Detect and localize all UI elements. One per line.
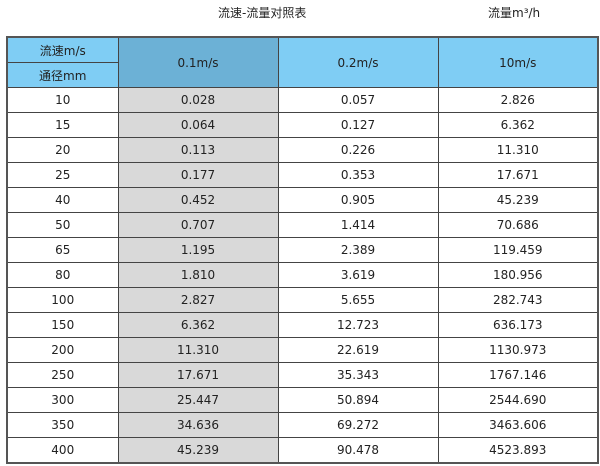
- flow-cell: 0.353: [277, 162, 439, 188]
- flow-cell: 35.343: [277, 362, 439, 388]
- table-row: 200 11.310 22.619 1130.973: [6, 337, 599, 363]
- flow-cell: 0.707: [117, 212, 279, 238]
- table-row: 25 0.177 0.353 17.671: [6, 162, 599, 188]
- flow-cell: 0.177: [117, 162, 279, 188]
- diameter-cell: 20: [6, 137, 119, 163]
- table-row: 15 0.064 0.127 6.362: [6, 112, 599, 138]
- table-title: 流速-流量对照表: [218, 6, 307, 20]
- diameter-cell: 40: [6, 187, 119, 213]
- diameter-cell: 80: [6, 262, 119, 288]
- table-row: 40 0.452 0.905 45.239: [6, 187, 599, 213]
- flow-cell: 70.686: [437, 212, 599, 238]
- flow-cell: 0.905: [277, 187, 439, 213]
- diameter-cell: 15: [6, 112, 119, 138]
- flow-cell: 2.827: [117, 287, 279, 313]
- diameter-cell: 200: [6, 337, 119, 363]
- flow-cell: 1.195: [117, 237, 279, 263]
- flow-cell: 0.113: [117, 137, 279, 163]
- table-row: 400 45.239 90.478 4523.893: [6, 437, 599, 464]
- flow-cell: 3.619: [277, 262, 439, 288]
- flow-cell: 2544.690: [437, 387, 599, 413]
- flow-cell: 6.362: [117, 312, 279, 338]
- column-header: 0.1m/s: [117, 36, 279, 88]
- diameter-cell: 350: [6, 412, 119, 438]
- flow-cell: 2.389: [277, 237, 439, 263]
- diameter-header: 通径mm: [6, 62, 119, 88]
- table-row: 350 34.636 69.272 3463.606: [6, 412, 599, 438]
- column-header: 10m/s: [437, 36, 599, 88]
- flow-cell: 6.362: [437, 112, 599, 138]
- flow-cell: 17.671: [117, 362, 279, 388]
- diameter-cell: 150: [6, 312, 119, 338]
- table-row: 20 0.113 0.226 11.310: [6, 137, 599, 163]
- flow-cell: 11.310: [117, 337, 279, 363]
- flow-table: 流速m/s 0.1m/s 0.2m/s 10m/s 通径mm 10 0.028 0.…: [6, 36, 599, 464]
- flow-cell: 0.057: [277, 87, 439, 113]
- flow-cell: 34.636: [117, 412, 279, 438]
- flow-cell: 0.452: [117, 187, 279, 213]
- flow-cell: 69.272: [277, 412, 439, 438]
- unit-label: 流量m³/h: [488, 6, 541, 20]
- diameter-cell: 10: [6, 87, 119, 113]
- flow-cell: 4523.893: [437, 437, 599, 464]
- diameter-cell: 250: [6, 362, 119, 388]
- flow-cell: 45.239: [437, 187, 599, 213]
- flow-cell: 1767.146: [437, 362, 599, 388]
- flow-cell: 1.810: [117, 262, 279, 288]
- flow-cell: 0.028: [117, 87, 279, 113]
- table-row: 100 2.827 5.655 282.743: [6, 287, 599, 313]
- flow-cell: 11.310: [437, 137, 599, 163]
- diameter-cell: 100: [6, 287, 119, 313]
- flow-cell: 25.447: [117, 387, 279, 413]
- table-body: 10 0.028 0.057 2.826 15 0.064 0.127 6.362 20 0.11…: [6, 87, 599, 464]
- velocity-header: 流速m/s: [6, 36, 119, 63]
- table-row: 10 0.028 0.057 2.826: [6, 87, 599, 113]
- table-row: 80 1.810 3.619 180.956: [6, 262, 599, 288]
- flow-cell: 0.064: [117, 112, 279, 138]
- column-header: 0.2m/s: [277, 36, 439, 88]
- diameter-cell: 50: [6, 212, 119, 238]
- flow-cell: 282.743: [437, 287, 599, 313]
- flow-cell: 1.414: [277, 212, 439, 238]
- flow-cell: 636.173: [437, 312, 599, 338]
- diameter-cell: 300: [6, 387, 119, 413]
- flow-cell: 5.655: [277, 287, 439, 313]
- flow-cell: 12.723: [277, 312, 439, 338]
- flow-cell: 50.894: [277, 387, 439, 413]
- flow-cell: 2.826: [437, 87, 599, 113]
- flow-cell: 22.619: [277, 337, 439, 363]
- flow-cell: 180.956: [437, 262, 599, 288]
- table-row: 300 25.447 50.894 2544.690: [6, 387, 599, 413]
- table-row: 150 6.362 12.723 636.173: [6, 312, 599, 338]
- table-row: 65 1.195 2.389 119.459: [6, 237, 599, 263]
- diameter-cell: 400: [6, 437, 119, 464]
- flow-cell: 119.459: [437, 237, 599, 263]
- flow-cell: 17.671: [437, 162, 599, 188]
- flow-cell: 1130.973: [437, 337, 599, 363]
- flow-cell: 0.127: [277, 112, 439, 138]
- flow-cell: 3463.606: [437, 412, 599, 438]
- diameter-cell: 25: [6, 162, 119, 188]
- diameter-cell: 65: [6, 237, 119, 263]
- flow-cell: 0.226: [277, 137, 439, 163]
- flow-cell: 45.239: [117, 437, 279, 464]
- flow-cell: 90.478: [277, 437, 439, 464]
- table-row: 250 17.671 35.343 1767.146: [6, 362, 599, 388]
- table-row: 50 0.707 1.414 70.686: [6, 212, 599, 238]
